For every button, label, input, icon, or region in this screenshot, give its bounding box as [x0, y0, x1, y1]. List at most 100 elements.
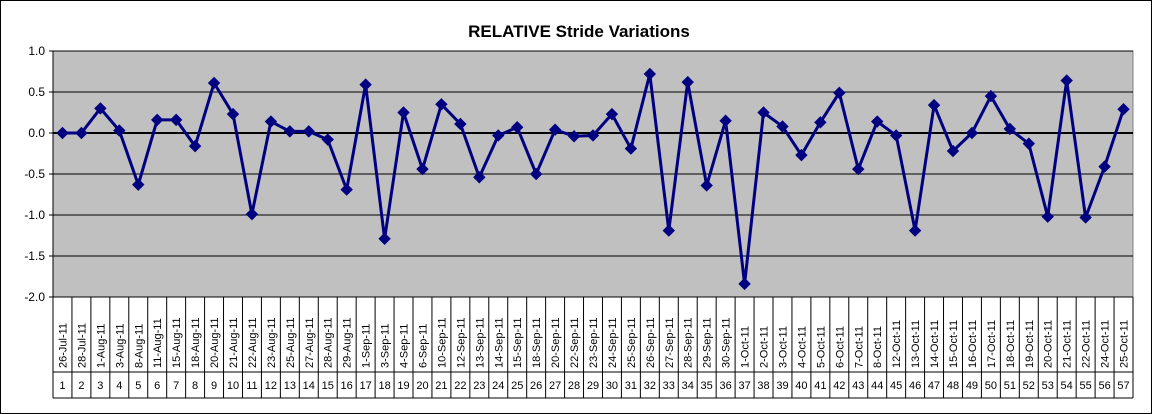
data-point	[1041, 210, 1054, 223]
data-point	[927, 98, 941, 112]
y-tick-label: 1.0	[28, 44, 45, 58]
data-point	[188, 139, 202, 153]
chart-title: RELATIVE Stride Variations	[468, 22, 690, 41]
data-point	[56, 126, 69, 140]
data-point	[397, 106, 410, 119]
data-point	[435, 98, 448, 111]
data-point	[984, 89, 998, 103]
x-tick-label: 8-Oct-11	[872, 326, 884, 368]
x-index-label: 28	[568, 380, 580, 392]
data-point	[283, 125, 297, 138]
x-tick-label: 27-Sep-11	[664, 317, 676, 368]
x-tick-label: 16-Oct-11	[967, 320, 979, 368]
x-index-label: 20	[416, 380, 428, 392]
data-point	[340, 183, 353, 196]
x-index-label: 4	[116, 380, 122, 392]
x-index-label: 9	[211, 380, 217, 392]
data-point	[207, 76, 221, 90]
data-point	[511, 121, 524, 134]
x-tick-label: 3-Sep-11	[380, 324, 392, 368]
x-tick-label: 13-Sep-11	[474, 317, 486, 368]
x-tick-label: 18-Oct-11	[1005, 320, 1017, 368]
x-tick-label: 14-Oct-11	[929, 320, 941, 368]
x-tick-label: 12-Oct-11	[891, 320, 903, 368]
x-tick-label: 15-Sep-11	[512, 317, 524, 368]
data-point	[889, 129, 903, 142]
x-index-label: 56	[1098, 380, 1110, 392]
x-tick-label: 10-Sep-11	[436, 317, 448, 368]
data-point	[113, 124, 126, 137]
x-index-label: 44	[871, 380, 883, 392]
x-index-label: 42	[833, 380, 845, 392]
x-index-label: 49	[966, 380, 978, 392]
x-tick-label: 21-Aug-11	[228, 317, 240, 368]
data-point	[359, 78, 372, 91]
x-tick-label: 23-Sep-11	[588, 317, 600, 368]
x-index-label: 15	[322, 380, 334, 392]
x-tick-label: 1-Oct-11	[740, 326, 752, 368]
x-tick-label: 3-Aug-11	[114, 324, 126, 368]
x-tick-label: 6-Sep-11	[417, 324, 429, 368]
data-point	[1117, 103, 1130, 116]
x-index-label: 50	[985, 380, 997, 392]
x-index-label: 7	[173, 380, 179, 392]
data-point	[586, 129, 600, 142]
data-point	[624, 142, 638, 155]
data-point	[302, 125, 315, 138]
data-point	[1003, 122, 1017, 136]
x-index-label: 32	[644, 380, 656, 392]
x-tick-label: 27-Aug-11	[304, 317, 316, 368]
x-tick-label: 24-Oct-11	[1100, 320, 1112, 368]
x-index-label: 27	[549, 380, 561, 392]
data-point	[94, 102, 107, 115]
x-tick-label: 14-Sep-11	[493, 317, 505, 368]
data-point	[833, 86, 846, 100]
x-index-label: 22	[454, 380, 466, 392]
x-tick-label: 22-Oct-11	[1081, 320, 1093, 368]
data-point	[757, 106, 770, 119]
data-point	[567, 130, 581, 143]
x-index-label: 53	[1042, 380, 1054, 392]
data-point	[662, 224, 675, 237]
x-index-label: 19	[397, 380, 409, 392]
data-point	[245, 207, 259, 221]
data-point	[681, 75, 694, 89]
y-tick-label: -0.5	[24, 167, 45, 181]
data-point	[1098, 160, 1111, 173]
x-tick-label: 11-Aug-11	[152, 318, 164, 368]
x-index-label: 23	[473, 380, 485, 392]
x-tick-label: 25-Oct-11	[1119, 320, 1131, 368]
x-tick-label: 25-Sep-11	[626, 317, 638, 368]
y-tick-label: 0.5	[28, 85, 45, 99]
x-index-label: 51	[1004, 380, 1016, 392]
x-index-label: 13	[284, 380, 296, 392]
data-point	[378, 232, 391, 245]
x-tick-label: 28-Jul-11	[76, 323, 88, 368]
data-point	[548, 123, 562, 136]
data-point	[908, 224, 922, 237]
data-point	[643, 67, 657, 81]
x-tick-label: 20-Aug-11	[209, 317, 221, 368]
y-tick-label: -1.0	[24, 208, 45, 222]
data-point	[264, 115, 278, 128]
x-tick-label: 19-Oct-11	[1024, 320, 1036, 368]
data-point	[605, 107, 619, 121]
data-point	[1079, 211, 1092, 224]
x-tick-label: 29-Aug-11	[342, 317, 354, 368]
x-tick-label: 21-Oct-11	[1062, 320, 1074, 368]
x-index-label: 26	[530, 380, 542, 392]
x-tick-label: 28-Aug-11	[323, 317, 335, 368]
data-point	[1022, 137, 1035, 150]
data-point	[852, 162, 865, 176]
x-index-label: 36	[720, 380, 732, 392]
x-tick-label: 1-Sep-11	[361, 324, 373, 368]
x-index-label: 33	[663, 380, 675, 392]
data-point	[776, 120, 789, 133]
x-index-label: 46	[909, 380, 921, 392]
x-index-label: 14	[303, 380, 315, 392]
x-tick-label: 7-Oct-11	[853, 326, 865, 368]
x-index-label: 55	[1080, 380, 1092, 392]
x-index-label: 38	[757, 380, 769, 392]
x-index-label: 18	[378, 380, 390, 392]
data-point	[965, 126, 979, 140]
